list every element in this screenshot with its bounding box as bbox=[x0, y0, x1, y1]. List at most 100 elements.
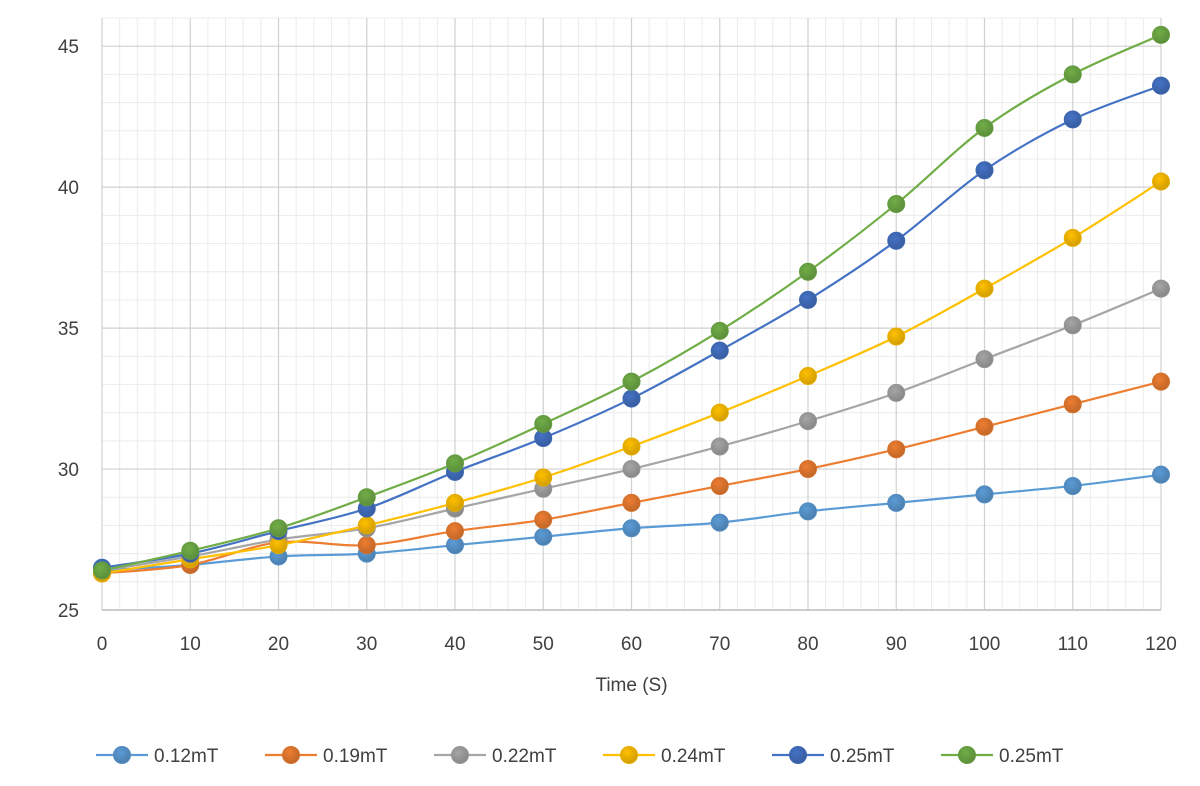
x-tick-label: 40 bbox=[444, 634, 465, 655]
legend-item: 0.22mT bbox=[434, 746, 557, 767]
y-tick-label: 35 bbox=[58, 319, 79, 340]
data-point bbox=[622, 519, 641, 538]
data-point bbox=[622, 460, 641, 479]
major-gridlines bbox=[101, 18, 1162, 611]
data-point bbox=[1152, 76, 1170, 95]
data-point bbox=[887, 493, 906, 512]
data-point bbox=[1152, 465, 1170, 484]
data-point bbox=[446, 454, 464, 473]
data-point bbox=[799, 412, 817, 431]
data-point bbox=[1063, 316, 1082, 335]
data-point bbox=[1152, 372, 1170, 391]
data-point bbox=[622, 437, 641, 456]
data-point bbox=[1063, 476, 1082, 495]
legend-item: 0.25mT bbox=[772, 746, 895, 767]
data-point bbox=[975, 485, 994, 504]
data-point bbox=[710, 341, 729, 360]
data-point bbox=[799, 262, 817, 281]
data-point bbox=[1063, 228, 1082, 247]
legend-label: 0.22mT bbox=[492, 746, 557, 767]
data-point bbox=[446, 493, 464, 512]
data-point bbox=[357, 536, 376, 555]
x-tick-label: 60 bbox=[621, 634, 642, 655]
legend-marker bbox=[451, 746, 469, 764]
legend: 0.12mT 0.19mT 0.22mT 0.24mT 0.25mT 0.25mT bbox=[96, 746, 1064, 767]
x-axis-title: Time (S) bbox=[595, 675, 667, 696]
legend-item: 0.12mT bbox=[96, 746, 219, 767]
data-point bbox=[887, 195, 906, 214]
data-point bbox=[534, 527, 553, 546]
data-point bbox=[534, 414, 553, 433]
y-tick-label: 30 bbox=[58, 460, 79, 481]
data-point bbox=[357, 488, 376, 507]
data-point bbox=[799, 460, 817, 479]
data-point bbox=[534, 510, 553, 529]
data-point bbox=[181, 541, 200, 560]
legend-label: 0.12mT bbox=[154, 746, 219, 767]
x-tick-label: 70 bbox=[709, 634, 730, 655]
data-point bbox=[1063, 395, 1082, 414]
x-axis-tick-labels: 0 10 20 30 40 50 60 70 80 90 100 110 120 bbox=[97, 634, 1177, 655]
x-tick-label: 30 bbox=[356, 634, 377, 655]
legend-marker bbox=[620, 746, 638, 764]
legend-item: 0.25mT bbox=[941, 746, 1064, 767]
x-tick-label: 110 bbox=[1058, 634, 1088, 655]
x-tick-label: 0 bbox=[97, 634, 108, 655]
legend-label: 0.25mT bbox=[999, 746, 1064, 767]
data-point bbox=[710, 476, 729, 495]
x-tick-label: 20 bbox=[268, 634, 289, 655]
data-point bbox=[975, 279, 994, 298]
y-tick-label: 25 bbox=[58, 601, 79, 622]
x-tick-label: 80 bbox=[797, 634, 818, 655]
data-point bbox=[622, 372, 641, 391]
legend-marker bbox=[282, 746, 300, 764]
data-point bbox=[446, 522, 464, 541]
data-point bbox=[710, 403, 729, 422]
data-point bbox=[887, 231, 906, 250]
data-point bbox=[799, 290, 817, 309]
data-point bbox=[534, 468, 553, 487]
data-point bbox=[1152, 172, 1170, 191]
legend-marker bbox=[113, 746, 131, 764]
data-point bbox=[93, 561, 111, 580]
data-point bbox=[975, 417, 994, 436]
data-point bbox=[799, 502, 817, 521]
data-point bbox=[269, 519, 288, 538]
series-6 bbox=[93, 25, 1170, 580]
legend-item: 0.19mT bbox=[265, 746, 388, 767]
x-tick-label: 100 bbox=[969, 634, 1001, 655]
data-point bbox=[622, 389, 641, 408]
data-point bbox=[710, 321, 729, 340]
y-axis-tick-labels: 25 30 35 40 45 bbox=[58, 37, 79, 622]
data-point bbox=[1063, 65, 1082, 84]
y-tick-label: 40 bbox=[58, 178, 79, 199]
legend-label: 0.24mT bbox=[661, 746, 726, 767]
data-point bbox=[975, 350, 994, 369]
data-point bbox=[799, 367, 817, 386]
data-point bbox=[887, 440, 906, 459]
legend-label: 0.19mT bbox=[323, 746, 388, 767]
series-layer bbox=[93, 25, 1170, 583]
x-tick-label: 90 bbox=[886, 634, 907, 655]
data-point bbox=[1152, 279, 1170, 298]
data-point bbox=[357, 516, 376, 535]
legend-marker bbox=[958, 746, 976, 764]
legend-label: 0.25mT bbox=[830, 746, 895, 767]
data-point bbox=[887, 327, 906, 346]
x-tick-label: 50 bbox=[533, 634, 554, 655]
data-point bbox=[975, 161, 994, 180]
x-tick-label: 10 bbox=[180, 634, 201, 655]
data-point bbox=[710, 437, 729, 456]
data-point bbox=[622, 493, 641, 512]
legend-item: 0.24mT bbox=[603, 746, 726, 767]
data-point bbox=[975, 118, 994, 137]
data-point bbox=[887, 383, 906, 402]
data-point bbox=[1063, 110, 1082, 129]
data-point bbox=[710, 513, 729, 532]
x-tick-label: 120 bbox=[1145, 634, 1177, 655]
data-point bbox=[1152, 25, 1170, 44]
legend-marker bbox=[789, 746, 807, 764]
y-tick-label: 45 bbox=[58, 37, 79, 58]
